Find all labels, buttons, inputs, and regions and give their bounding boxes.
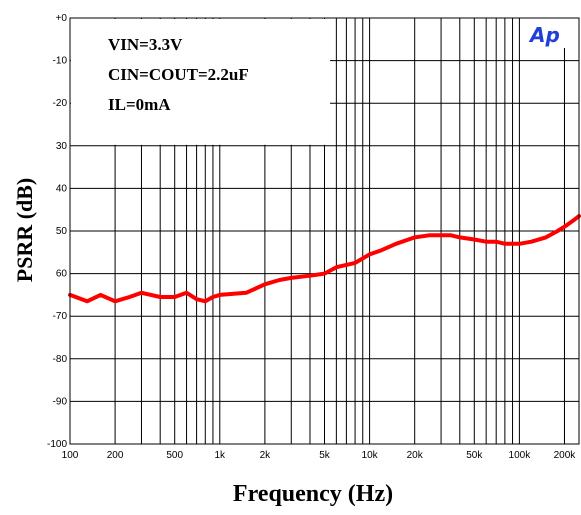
x-tick-label: 2k bbox=[260, 450, 272, 461]
y-tick-label: -20 bbox=[53, 98, 68, 109]
x-axis-label: Frequency (Hz) bbox=[233, 481, 393, 507]
x-tick-label: 100k bbox=[509, 450, 532, 461]
x-tick-label: 20k bbox=[407, 450, 424, 461]
tick-labels: 100 200 500 1k 2k 5k 10k 20k 50k 100k 200k +0 -10 -20… bbox=[47, 13, 576, 461]
plot-frame bbox=[69, 17, 580, 445]
x-tick-label: 100 bbox=[62, 450, 79, 461]
x-tick-label: 50k bbox=[466, 450, 483, 461]
annotation-cap: CIN=COUT=2.2uF bbox=[108, 65, 249, 84]
y-axis-label: PSRR (dB) bbox=[12, 178, 37, 283]
ap-logo: Ap bbox=[528, 23, 560, 47]
y-tick-label: 30 bbox=[56, 141, 68, 152]
y-tick-label: -100 bbox=[47, 439, 67, 450]
x-tick-label: 200k bbox=[554, 450, 577, 461]
annotation-vin: VIN=3.3V bbox=[108, 35, 183, 54]
y-tick-label: -10 bbox=[53, 56, 68, 67]
psrr-series-line bbox=[68, 214, 581, 304]
y-tick-label: 50 bbox=[56, 226, 68, 237]
y-tick-label: +0 bbox=[56, 13, 68, 24]
x-tick-label: 500 bbox=[166, 450, 183, 461]
y-tick-label: -70 bbox=[53, 311, 68, 322]
x-tick-label: 200 bbox=[107, 450, 124, 461]
annotation-box bbox=[71, 19, 330, 145]
y-tick-label: -80 bbox=[53, 354, 68, 365]
series-layer bbox=[68, 214, 581, 304]
x-tick-label: 5k bbox=[319, 450, 331, 461]
x-tick-label: 1k bbox=[215, 450, 227, 461]
y-tick-label: 60 bbox=[56, 269, 68, 280]
x-tick-label: 10k bbox=[362, 450, 379, 461]
annotation-load: IL=0mA bbox=[108, 95, 171, 114]
y-tick-label: -90 bbox=[53, 396, 68, 407]
y-tick-label: 40 bbox=[56, 183, 68, 194]
logo-background bbox=[525, 18, 579, 48]
